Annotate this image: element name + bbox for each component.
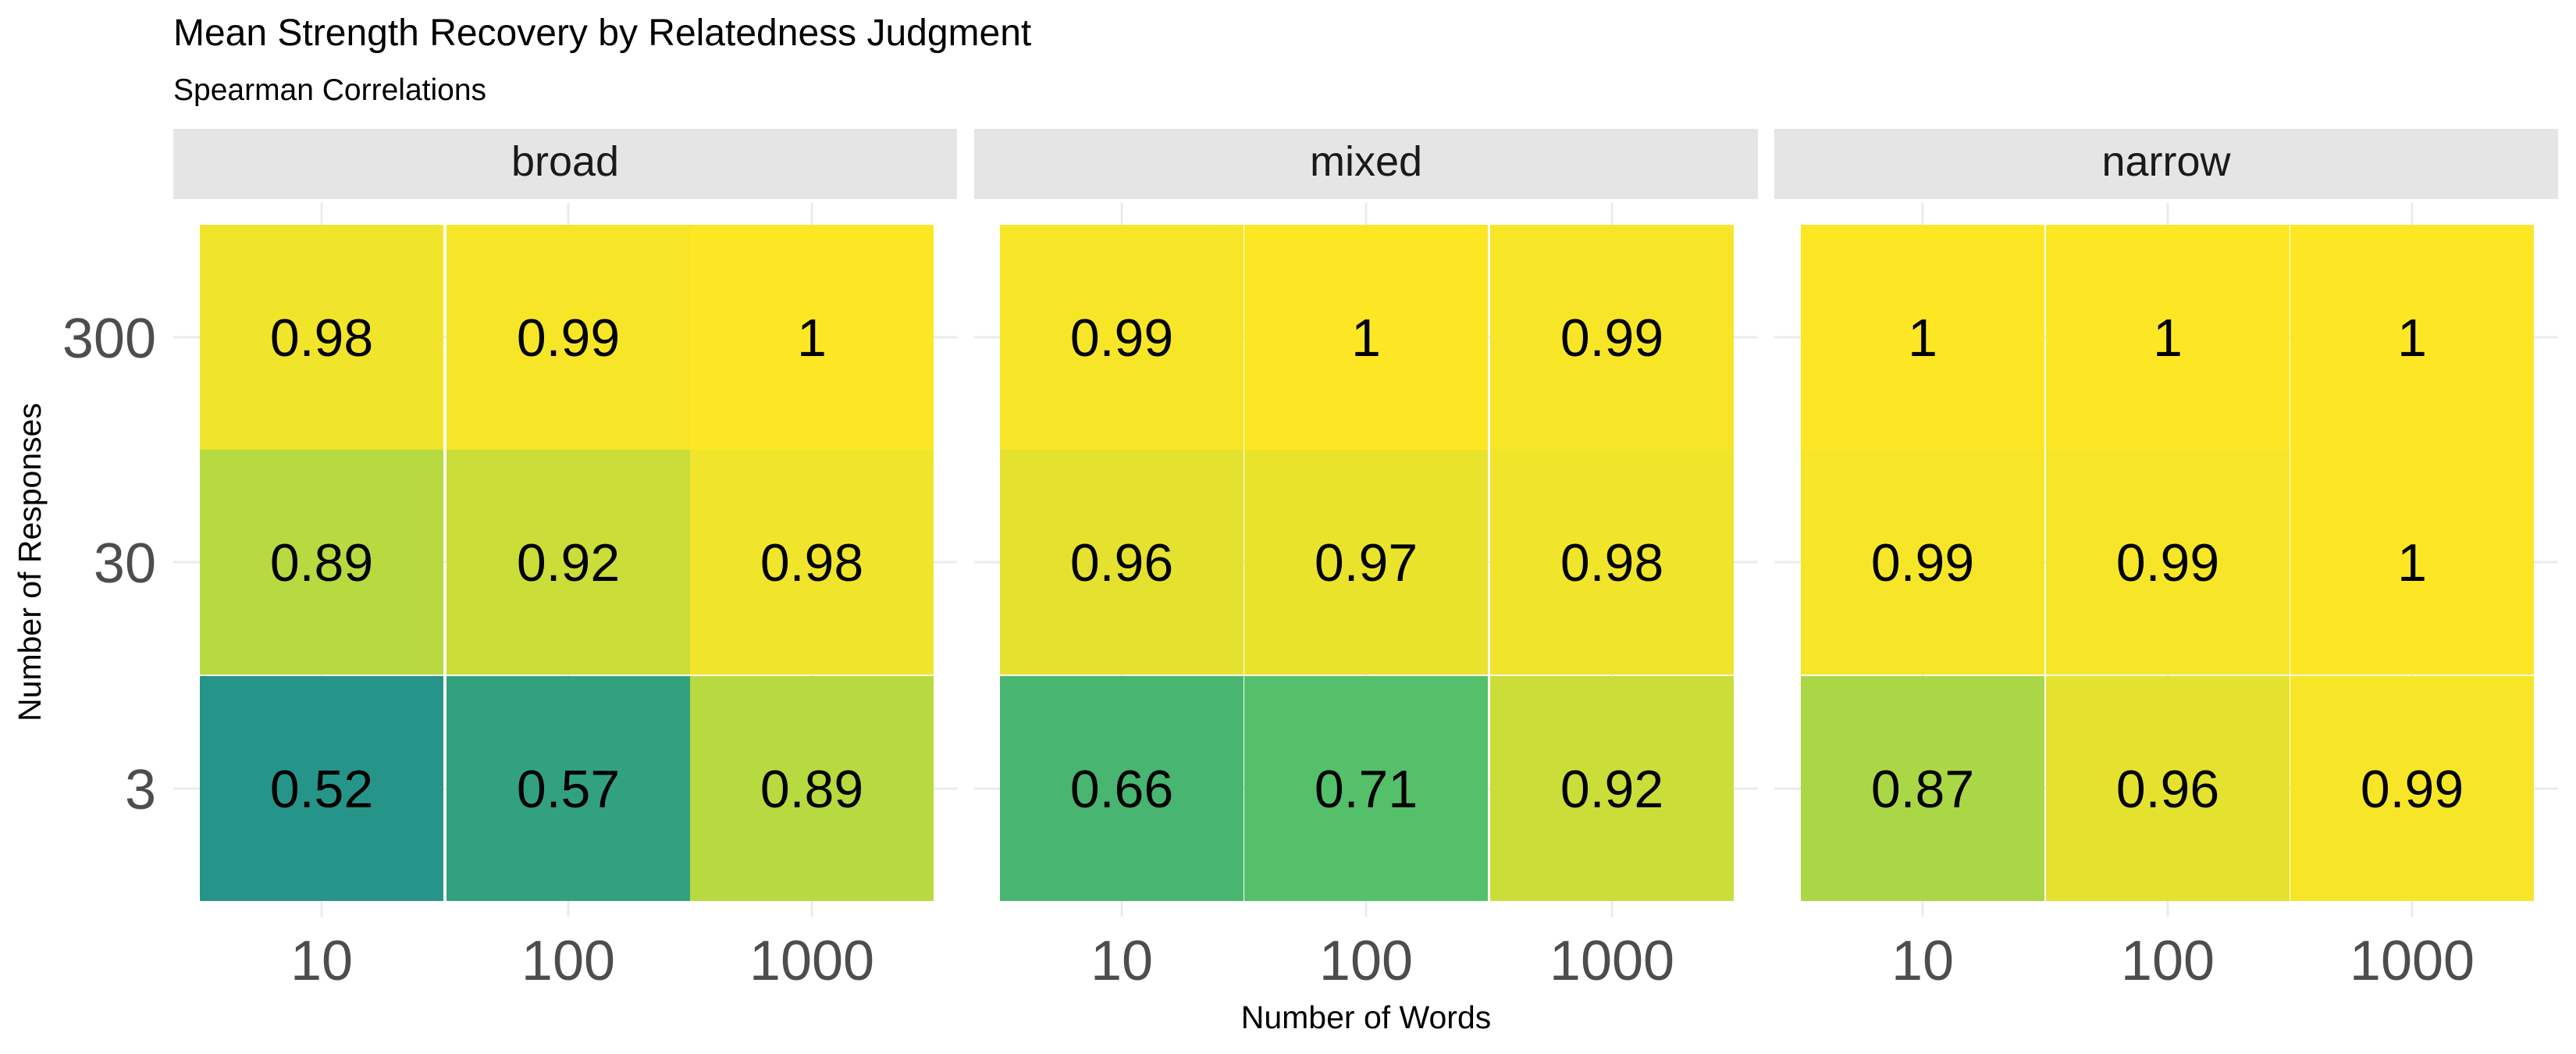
tile-value-label: 0.99 [1070,308,1173,368]
heatmap-tile [447,450,690,675]
x-tick-label: 10 [1891,930,1954,992]
y-axis-label: Number of Responses [12,403,48,721]
x-tick-label: 100 [1319,930,1413,992]
tile-value-label: 0.96 [2116,760,2219,819]
heatmap-tile [690,676,934,901]
heatmap-tile [1490,676,1734,901]
facet-strip-label: broad [511,138,619,185]
tile-value-label: 0.71 [1315,760,1418,819]
heatmap-tile [447,676,690,901]
x-tick-label: 1000 [749,930,874,992]
x-tick-label: 100 [521,930,615,992]
tile-value-label: 0.92 [517,533,620,593]
heatmap-tile [2290,676,2534,901]
tile-value-label: 0.92 [1560,760,1663,819]
x-tick-label: 10 [290,930,353,992]
y-tick-label: 300 [62,308,156,370]
heatmap-tile [2046,225,2290,450]
heatmap-tile [200,676,443,901]
x-tick-label: 10 [1091,930,1153,992]
heatmap-tile [2290,225,2534,450]
heatmap-tile [2046,676,2290,901]
tile-value-label: 0.98 [270,308,373,368]
heatmap-tile [1244,225,1488,450]
heatmap-tile [200,225,443,450]
heatmap-tile [1490,450,1734,675]
chart-subtitle: Spearman Correlations [173,73,486,107]
heatmap-tile [2046,450,2290,675]
tile-value-label: 1 [1908,308,1937,368]
facet-panels: 3 30 300 broad 0.52 0.57 0.89 0.89 0.92 0.98 0.98 0… [62,129,2558,992]
x-tick-label: 1000 [2350,930,2475,992]
tile-value-label: 0.89 [760,760,863,819]
tile-value-label: 1 [797,308,827,368]
tile-value-label: 0.57 [517,760,620,819]
heatmap-tile [1801,450,2044,675]
tile-value-label: 0.99 [517,308,620,368]
y-tick-label: 30 [94,532,156,595]
heatmap-tile [1000,225,1244,450]
heatmap-tile [1801,676,2044,901]
heatmap-tile [447,225,690,450]
tile-value-label: 0.66 [1070,760,1173,819]
tile-value-label: 0.52 [270,760,373,819]
y-tick-label: 3 [125,759,156,821]
facet-panel-broad: broad 0.52 0.57 0.89 0.89 0.92 0.98 0.98 0.99 1 10… [173,129,957,992]
heatmap-tile [1244,676,1488,901]
tile-value-label: 0.99 [2116,533,2219,593]
heatmap-tile [690,450,934,675]
tile-value-label: 0.97 [1315,533,1418,593]
tile-value-label: 0.99 [1871,533,1974,593]
heatmap-tile [1801,225,2044,450]
facet-panel-mixed: mixed 0.66 0.71 0.92 0.96 0.97 0.98 0.99 1 0.99 10… [974,129,1758,992]
facet-strip [974,129,1758,199]
heatmap-tile [200,450,443,675]
x-tick-label: 1000 [1550,930,1674,992]
facet-strip-label: narrow [2101,138,2231,185]
tile-value-label: 0.98 [1560,533,1663,593]
tile-value-label: 1 [2397,308,2427,368]
tile-value-label: 0.87 [1871,760,1974,819]
facet-strip-label: mixed [1310,138,1422,185]
heatmap-tile [690,225,934,450]
x-axis-label: Number of Words [1241,999,1492,1035]
heatmap-tile [1000,450,1244,675]
x-tick-label: 100 [2121,930,2215,992]
tile-value-label: 1 [2397,533,2427,593]
tile-value-label: 0.99 [2361,760,2464,819]
tile-value-label: 0.99 [1560,308,1663,368]
heatmap-tile [1244,450,1488,675]
facet-strip [173,129,957,199]
heatmap-tile [2290,450,2534,675]
tile-value-label: 0.98 [760,533,863,593]
heatmap-tile [1000,676,1244,901]
facet-panel-narrow: narrow 0.87 0.96 0.99 0.99 0.99 1 1 1 1 10 100 1000 [1774,129,2558,992]
heatmap-tile [1490,225,1734,450]
facet-strip [1774,129,2558,199]
tile-value-label: 0.89 [270,533,373,593]
chart-title: Mean Strength Recovery by Relatedness Ju… [173,12,1031,54]
tile-value-label: 1 [1351,308,1381,368]
tile-value-label: 0.96 [1070,533,1173,593]
tile-value-label: 1 [2153,308,2183,368]
